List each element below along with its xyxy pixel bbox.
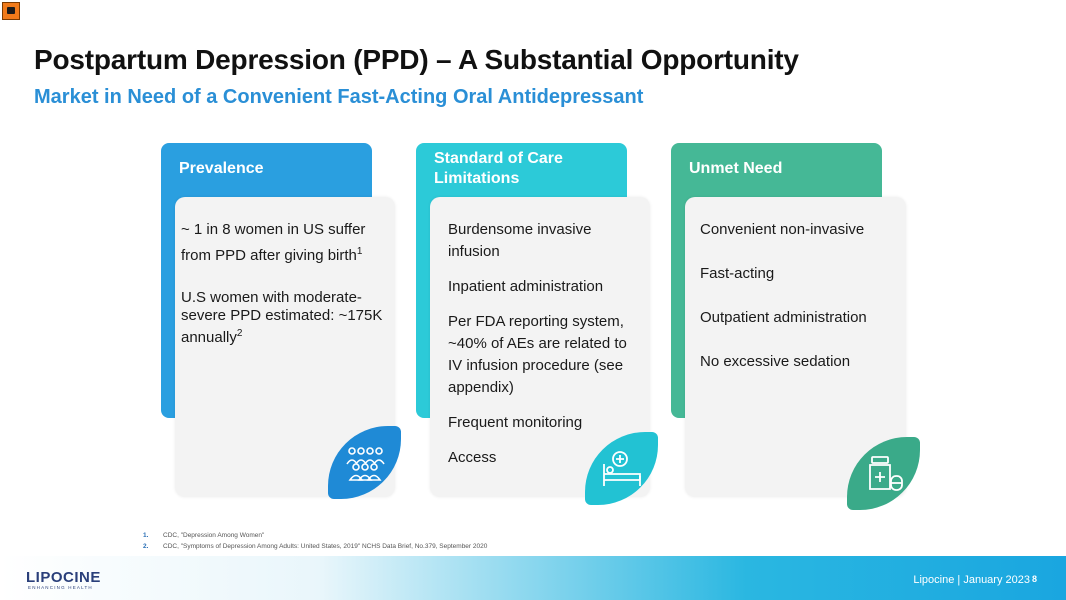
footer-company: Lipocine	[913, 574, 955, 586]
unmet-need-item: No excessive sedation	[700, 353, 851, 370]
footer-date: January 2023	[963, 574, 1030, 586]
unmet-need-panel: Convenient non-invasive Fast-acting Outp…	[685, 197, 906, 497]
standard-of-care-item: Burdensome invasive infusion	[448, 221, 592, 260]
page-number: 8	[1031, 574, 1037, 584]
footnote: 1. CDC, "Depression Among Women"	[143, 532, 265, 539]
standard-of-care-item: Frequent monitoring	[448, 414, 583, 431]
page-subtitle: Market in Need of a Convenient Fast-Acti…	[34, 86, 644, 108]
unmet-need-item: Fast-acting	[700, 265, 775, 282]
unmet-need-item: Convenient non-invasive	[700, 221, 865, 238]
standard-of-care-item: Access	[448, 449, 497, 466]
footer-info: Lipocine | January 2023	[913, 574, 1030, 586]
page-title: Postpartum Depression (PPD) – A Substant…	[34, 44, 799, 75]
prevalence-item: U.S women with moderate-severe PPD estim…	[181, 289, 383, 346]
footer-separator: |	[957, 574, 961, 586]
standard-of-care-item: Per FDA reporting system, ~40% of AEs ar…	[448, 313, 627, 396]
unmet-need-item: Outpatient administration	[700, 309, 867, 326]
prevalence-panel: ~ 1 in 8 women in US suffer from PPD aft…	[175, 197, 395, 497]
footer-bar	[0, 556, 1066, 600]
standard-of-care-item: Inpatient administration	[448, 278, 604, 295]
footnote: 2. CDC, "Symptoms of Depression Among Adu…	[143, 543, 488, 550]
brand-logo: LIPOCINE	[26, 569, 101, 586]
prevalence-item: ~ 1 in 8 women in US suffer from PPD aft…	[181, 221, 366, 264]
corner-logo-icon	[2, 2, 20, 20]
brand-tagline: ENHANCING HEALTH	[28, 585, 93, 590]
footnotes: 1. CDC, "Depression Among Women" 2. CDC, "…	[143, 530, 487, 552]
